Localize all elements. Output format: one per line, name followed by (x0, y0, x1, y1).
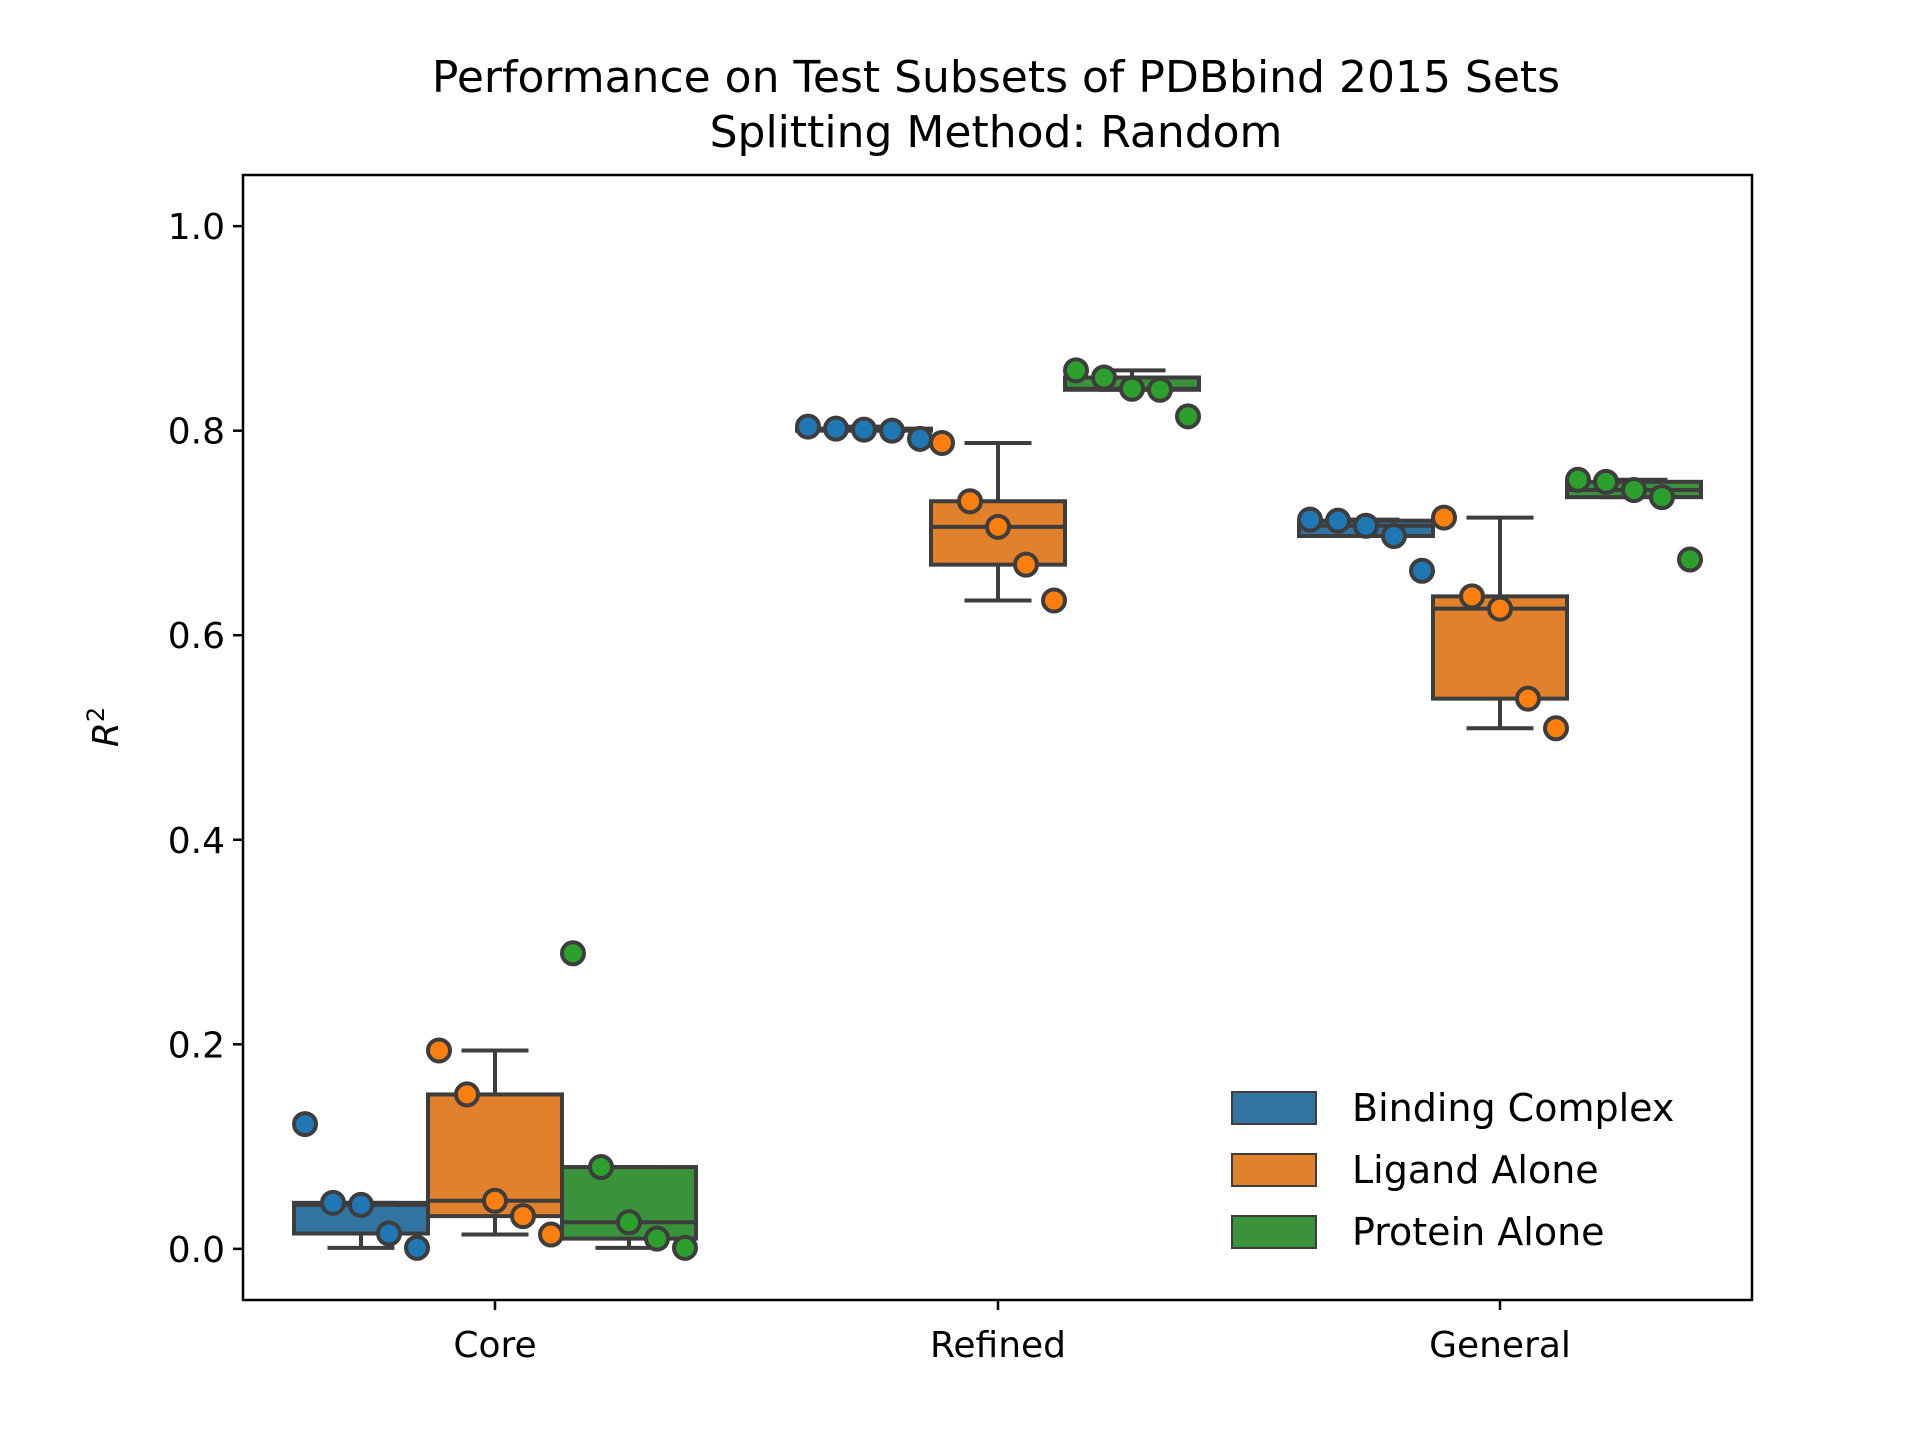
data-point (1649, 484, 1675, 511)
data-point (1677, 546, 1703, 573)
data-point (510, 1203, 536, 1230)
y-tick-label: 0.8 (168, 412, 225, 453)
x-tick-label-core: Core (453, 1325, 536, 1366)
legend-label: Ligand Alone (1352, 1148, 1599, 1192)
data-point (957, 488, 983, 515)
legend-item-binding-complex: Binding Complex (1231, 1086, 1674, 1130)
box-group-ligand-alone-refined (929, 429, 1067, 614)
data-point (1325, 507, 1351, 534)
data-point (1565, 466, 1591, 493)
y-tick-label: 0.0 (168, 1230, 225, 1271)
data-point (348, 1191, 374, 1218)
data-point (616, 1209, 642, 1236)
data-point (1487, 595, 1513, 622)
plot-area: 0.0 0.2 0.4 0.6 0.8 1.0 Core Refined General (168, 173, 1754, 1366)
legend-item-ligand-alone: Ligand Alone (1231, 1148, 1599, 1192)
x-tick-label-general: General (1429, 1325, 1571, 1366)
data-point (1431, 504, 1457, 531)
data-point (454, 1081, 480, 1108)
data-point (1593, 468, 1619, 495)
data-point (795, 413, 821, 440)
y-axis-label: R2 (82, 707, 127, 747)
y-axis-label-base: R (86, 722, 127, 747)
data-point (1147, 376, 1173, 403)
data-point (1041, 587, 1067, 614)
data-point (907, 425, 933, 452)
data-point (1381, 523, 1407, 550)
data-point (672, 1234, 698, 1261)
legend-label: Protein Alone (1352, 1210, 1605, 1254)
data-point (320, 1189, 346, 1216)
chart-title: Performance on Test Subsets of PDBbind 2… (432, 52, 1560, 103)
data-point (588, 1154, 614, 1181)
box-group-protein-alone-core (560, 940, 698, 1261)
box-group-binding-complex-core (292, 1111, 430, 1261)
box-group-ligand-alone-core (426, 1037, 564, 1248)
y-tick-label: 1.0 (168, 207, 225, 248)
data-point (538, 1221, 564, 1248)
box-group-binding-complex-general (1297, 506, 1435, 584)
data-point (1297, 506, 1323, 533)
box-group-protein-alone-refined (1063, 357, 1201, 430)
legend-label: Binding Complex (1352, 1086, 1674, 1130)
legend: Binding Complex Ligand Alone Protein Alone (1231, 1086, 1674, 1254)
box (292, 1200, 430, 1236)
legend-swatch (1231, 1215, 1317, 1249)
data-point (426, 1037, 452, 1064)
data-point (482, 1187, 508, 1214)
data-point (1063, 357, 1089, 384)
data-point (1353, 512, 1379, 539)
data-point (376, 1220, 402, 1247)
y-tick-label: 0.4 (168, 821, 225, 862)
data-point (1175, 403, 1201, 430)
data-point (1013, 551, 1039, 578)
box-group-ligand-alone-general (1431, 504, 1569, 742)
data-point (1119, 375, 1145, 402)
data-point (644, 1225, 670, 1252)
box-group-binding-complex-refined (795, 413, 933, 452)
y-axis-label-superscript: 2 (82, 707, 110, 722)
chart-subtitle: Splitting Method: Random (710, 107, 1283, 158)
data-point (1543, 715, 1569, 742)
y-tick-label: 0.2 (168, 1025, 225, 1066)
box-group-protein-alone-general (1565, 466, 1703, 573)
data-point (985, 513, 1011, 540)
legend-swatch (1231, 1091, 1317, 1125)
data-point (879, 417, 905, 444)
data-point (292, 1111, 318, 1138)
data-point (404, 1234, 430, 1261)
x-tick-label-refined: Refined (930, 1325, 1066, 1366)
data-point (1621, 477, 1647, 503)
y-tick-label: 0.6 (168, 616, 225, 657)
data-point (1459, 583, 1485, 610)
data-point (560, 940, 586, 967)
box (560, 1165, 698, 1241)
data-point (851, 416, 877, 443)
data-point (1409, 557, 1435, 584)
data-point (1091, 364, 1117, 391)
data-point (1515, 685, 1541, 712)
data-point (823, 415, 849, 442)
legend-item-protein-alone: Protein Alone (1231, 1210, 1605, 1254)
data-point (929, 429, 955, 456)
legend-swatch (1231, 1153, 1317, 1187)
